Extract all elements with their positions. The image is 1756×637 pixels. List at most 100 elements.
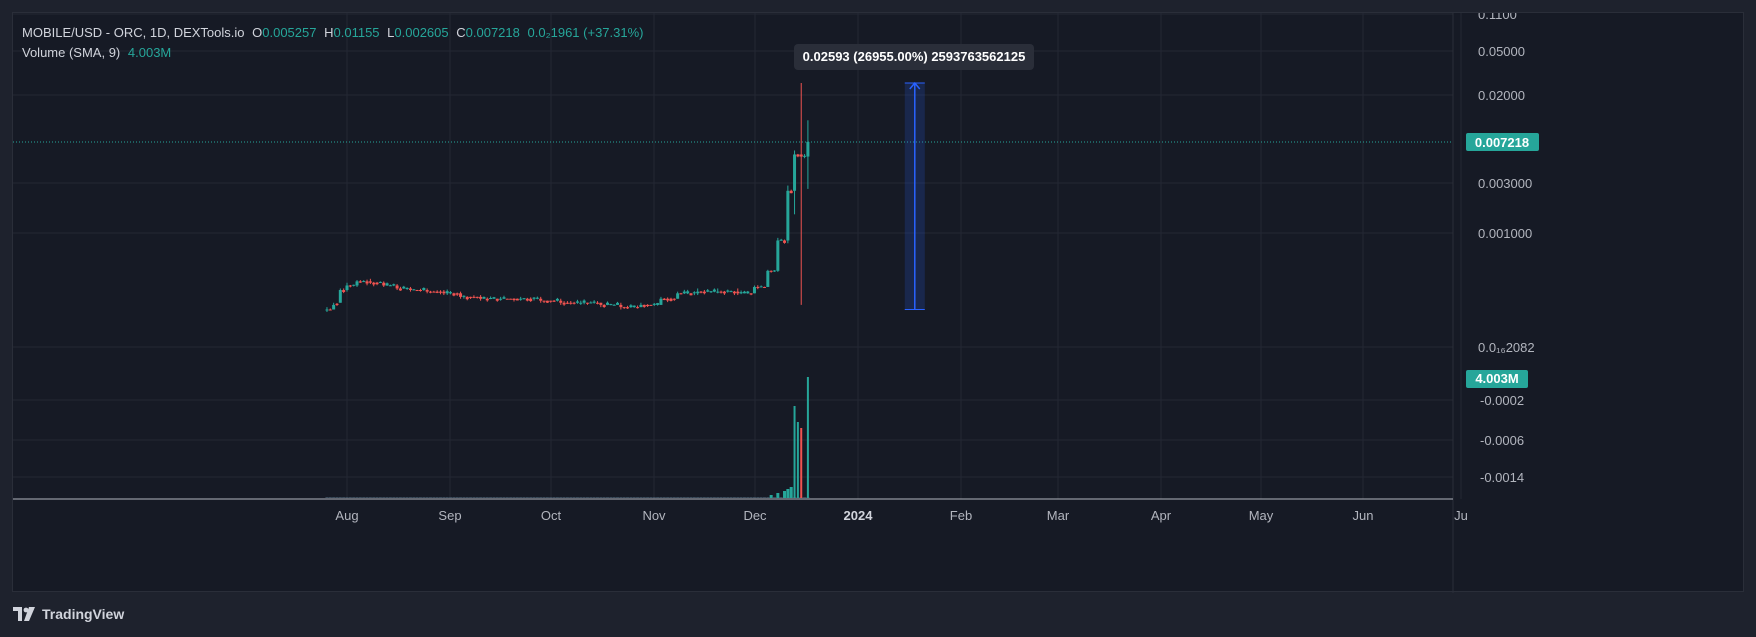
volume-bar [706, 497, 710, 498]
candle-body [619, 304, 623, 308]
chart-canvas[interactable]: 0.1100 0.05000 0.02000 0.003000 0.001000 0.0₁… [13, 13, 1745, 593]
candle-body [342, 290, 346, 293]
volume-bar [455, 497, 459, 498]
volume-bar [572, 497, 576, 498]
volume-bar [779, 497, 783, 498]
volume-bar [692, 497, 696, 498]
volume-bar [756, 497, 760, 498]
candle-body [378, 281, 382, 283]
candle-body [689, 293, 693, 296]
volume-bar [408, 497, 412, 498]
candle-body [535, 297, 539, 299]
candle-body [579, 302, 583, 304]
candle-body [786, 190, 790, 241]
candle-body [756, 286, 760, 288]
volume-bar [669, 497, 673, 498]
volume-bar [385, 497, 389, 498]
volume-bar [736, 497, 740, 498]
volume-bar [489, 497, 493, 498]
volume-bar [425, 497, 429, 498]
candle-body [666, 298, 670, 301]
volume-bar [656, 497, 660, 498]
volume-bar [649, 497, 653, 498]
volume-bar [545, 497, 549, 498]
candle-body [609, 304, 613, 306]
volume-bar [759, 497, 763, 498]
volume-bar [585, 497, 589, 498]
candle-body [696, 291, 700, 294]
candle-body [325, 309, 329, 311]
candle-body [559, 300, 563, 303]
last-price-tag [1466, 132, 1539, 151]
candle-body [492, 297, 496, 299]
volume-bar [662, 497, 666, 498]
candle-body [719, 291, 723, 293]
volume-bar [729, 497, 733, 498]
volume-bar [412, 497, 416, 498]
volume-bar [622, 497, 626, 498]
time-axis-label: Jun [1353, 508, 1374, 523]
volume-bar [519, 497, 523, 498]
candle-body [392, 284, 396, 286]
volume-bar [579, 497, 583, 498]
candle-body [398, 288, 402, 291]
chart-frame[interactable]: 0.1100 0.05000 0.02000 0.003000 0.001000 0.0₁… [12, 12, 1745, 593]
candle-body [462, 295, 466, 297]
volume-bar [509, 497, 513, 498]
candle-body [646, 304, 650, 307]
volume-bar [776, 493, 780, 498]
measure-arrow-head [909, 81, 921, 90]
candle-body [799, 154, 803, 157]
symbol-title: MOBILE/USD - ORC, 1D, DEXTools.io [22, 25, 245, 40]
volume-bar [435, 497, 439, 498]
volume-bar [602, 497, 606, 498]
last-price-label: 0.007218 [1475, 135, 1529, 150]
volume-sma-tag [1466, 370, 1528, 388]
candle-body [585, 302, 589, 304]
volume-bar [405, 497, 409, 498]
volume-bar [472, 497, 476, 498]
candle-body [549, 300, 553, 302]
open-key: O [252, 25, 263, 40]
measure-tooltip [794, 44, 1034, 70]
candle-body [676, 293, 680, 299]
candle-body [418, 290, 422, 292]
candle-body [589, 302, 593, 304]
candle-body [793, 154, 797, 191]
candle-body [612, 304, 616, 306]
volume-bar [499, 497, 503, 498]
volume-bar [342, 497, 346, 498]
symbol-legend: MOBILE/USD - ORC, 1D, DEXTools.io O0.005… [22, 25, 648, 40]
candle-body [415, 290, 419, 292]
candle-body [402, 286, 406, 289]
volume-bar [445, 497, 449, 498]
time-axis-label: Ju [1454, 508, 1468, 523]
volume-bar [766, 497, 770, 498]
volume-bar [746, 497, 750, 498]
candle-body [499, 298, 503, 300]
volume-spike-bar [793, 406, 796, 498]
volume-bar [439, 497, 443, 498]
volume-bar [742, 497, 746, 498]
time-axis-label: Nov [642, 508, 666, 523]
volume-bar [679, 497, 683, 498]
volume-bar [515, 497, 519, 498]
volume-bar [372, 497, 376, 498]
candle-body [502, 297, 506, 299]
tradingview-logo[interactable]: TradingView [13, 606, 124, 622]
candle-body [432, 291, 436, 293]
candle-body [545, 300, 549, 303]
candle-body [552, 300, 556, 302]
volume-bar [452, 497, 456, 498]
candle-body [599, 302, 603, 305]
high-key: H [324, 25, 334, 40]
volume-bar [442, 497, 446, 498]
candle-body [459, 293, 463, 297]
measure-tooltip-label: 0.02593 (26955.00%) 2593763562125 [803, 49, 1026, 64]
volume-bar [739, 497, 743, 498]
candle-body [575, 301, 579, 303]
volume-bar [716, 497, 720, 498]
candle-body [656, 303, 660, 305]
candle-body [629, 305, 633, 308]
candle-body [348, 285, 352, 287]
